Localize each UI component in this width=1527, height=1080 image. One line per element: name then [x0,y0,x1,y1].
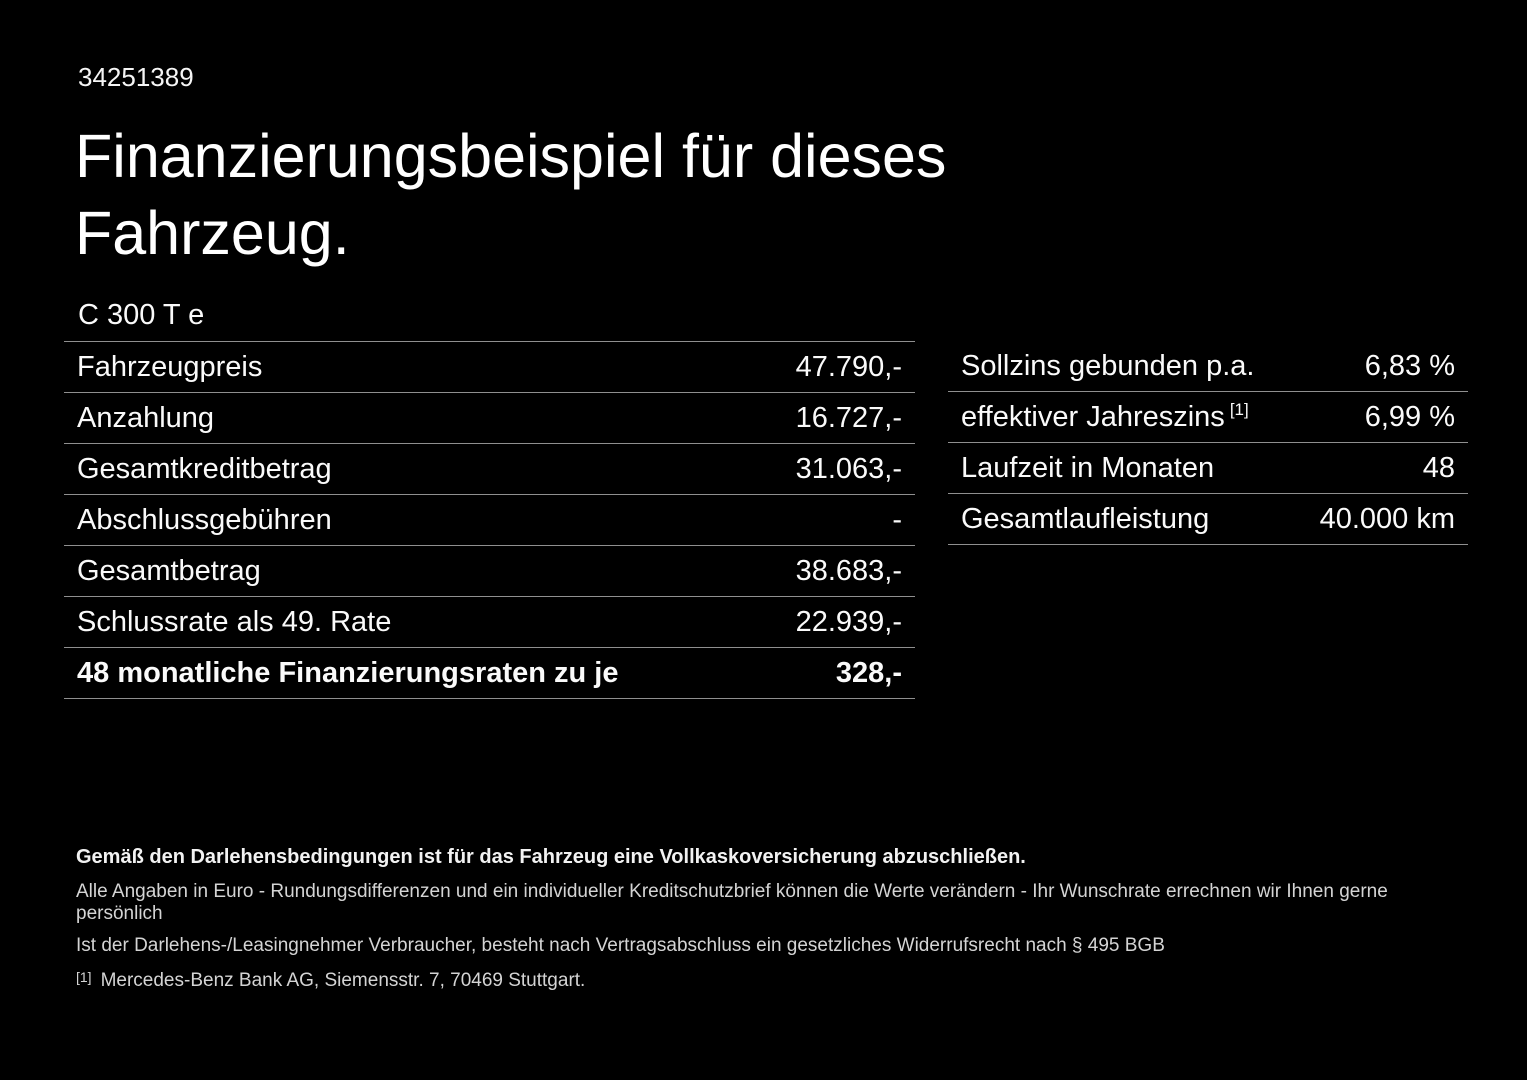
table-row-gesamtbetrag: Gesamtbetrag 38.683,- [64,546,915,597]
row-value: - [892,503,902,536]
withdrawal-note: Ist der Darlehens-/Leasingnehmer Verbrau… [76,935,1165,956]
rounding-note: Alle Angaben in Euro - Rundungsdifferenz… [76,881,1388,924]
table-row-gesamtkreditbetrag: Gesamtkreditbetrag 31.063,- [64,444,915,495]
footnote-marker: [1] [76,969,92,985]
row-label: Abschlussgebühren [77,503,332,536]
row-label: Gesamtkreditbetrag [77,452,332,485]
row-value: 38.683,- [795,554,902,587]
row-label: effektiver Jahreszins [1] [961,400,1249,434]
table-row-anzahlung: Anzahlung 16.727,- [64,393,915,444]
row-label: Gesamtbetrag [77,554,261,587]
footnote-reference: [1] [1229,400,1249,419]
row-label: Fahrzeugpreis [77,350,263,383]
listing-id: 34251389 [78,62,194,92]
table-row-schlussrate: Schlussrate als 49. Rate 22.939,- [64,597,915,648]
row-value: 31.063,- [795,452,902,485]
vehicle-model: C 300 T e [78,299,205,331]
page-title: Finanzierungsbeispiel für dieses Fahrzeu… [75,118,946,272]
footnote-text: Mercedes-Benz Bank AG, Siemensstr. 7, 70… [100,970,586,991]
footer-notes: Gemäß den Darlehensbedingungen ist für d… [76,846,1437,992]
row-value: 40.000 km [1319,502,1455,535]
financing-table: Fahrzeugpreis 47.790,- Anzahlung 16.727,… [64,341,915,699]
page-title-line-1: Finanzierungsbeispiel für dieses [75,122,947,190]
row-label: Anzahlung [77,401,215,434]
row-value: 6,83 % [1364,349,1455,382]
conditions-table: Sollzins gebunden p.a. 6,83 % effektiver… [948,341,1468,545]
row-value: 48 [1422,451,1455,484]
row-label: Laufzeit in Monaten [961,451,1215,484]
row-label: Gesamtlaufleistung [961,502,1210,535]
insurance-note: Gemäß den Darlehensbedingungen ist für d… [76,846,1026,868]
page-title-line-2: Fahrzeug. [75,199,350,267]
table-row-abschlussgebuehren: Abschlussgebühren - [64,495,915,546]
table-row-gesamtlaufleistung: Gesamtlaufleistung 40.000 km [948,494,1468,545]
table-row-fahrzeugpreis: Fahrzeugpreis 47.790,- [64,342,915,393]
row-value: 16.727,- [795,401,902,434]
table-row-monatsrate: 48 monatliche Finanzierungsraten zu je 3… [64,648,915,699]
bank-footnote: [1] Mercedes-Benz Bank AG, Siemensstr. 7,… [76,969,1437,992]
row-label-text: effektiver Jahreszins [961,401,1225,433]
row-label: 48 monatliche Finanzierungsraten zu je [77,656,619,689]
row-value: 328,- [835,656,902,689]
table-row-sollzins: Sollzins gebunden p.a. 6,83 % [948,341,1468,392]
row-value: 22.939,- [795,605,902,638]
table-row-laufzeit: Laufzeit in Monaten 48 [948,443,1468,494]
table-row-effektiver-jahreszins: effektiver Jahreszins [1] 6,99 % [948,392,1468,443]
row-value: 6,99 % [1364,400,1455,433]
row-label: Schlussrate als 49. Rate [77,605,392,638]
row-label: Sollzins gebunden p.a. [961,349,1255,382]
row-value: 47.790,- [795,350,902,383]
